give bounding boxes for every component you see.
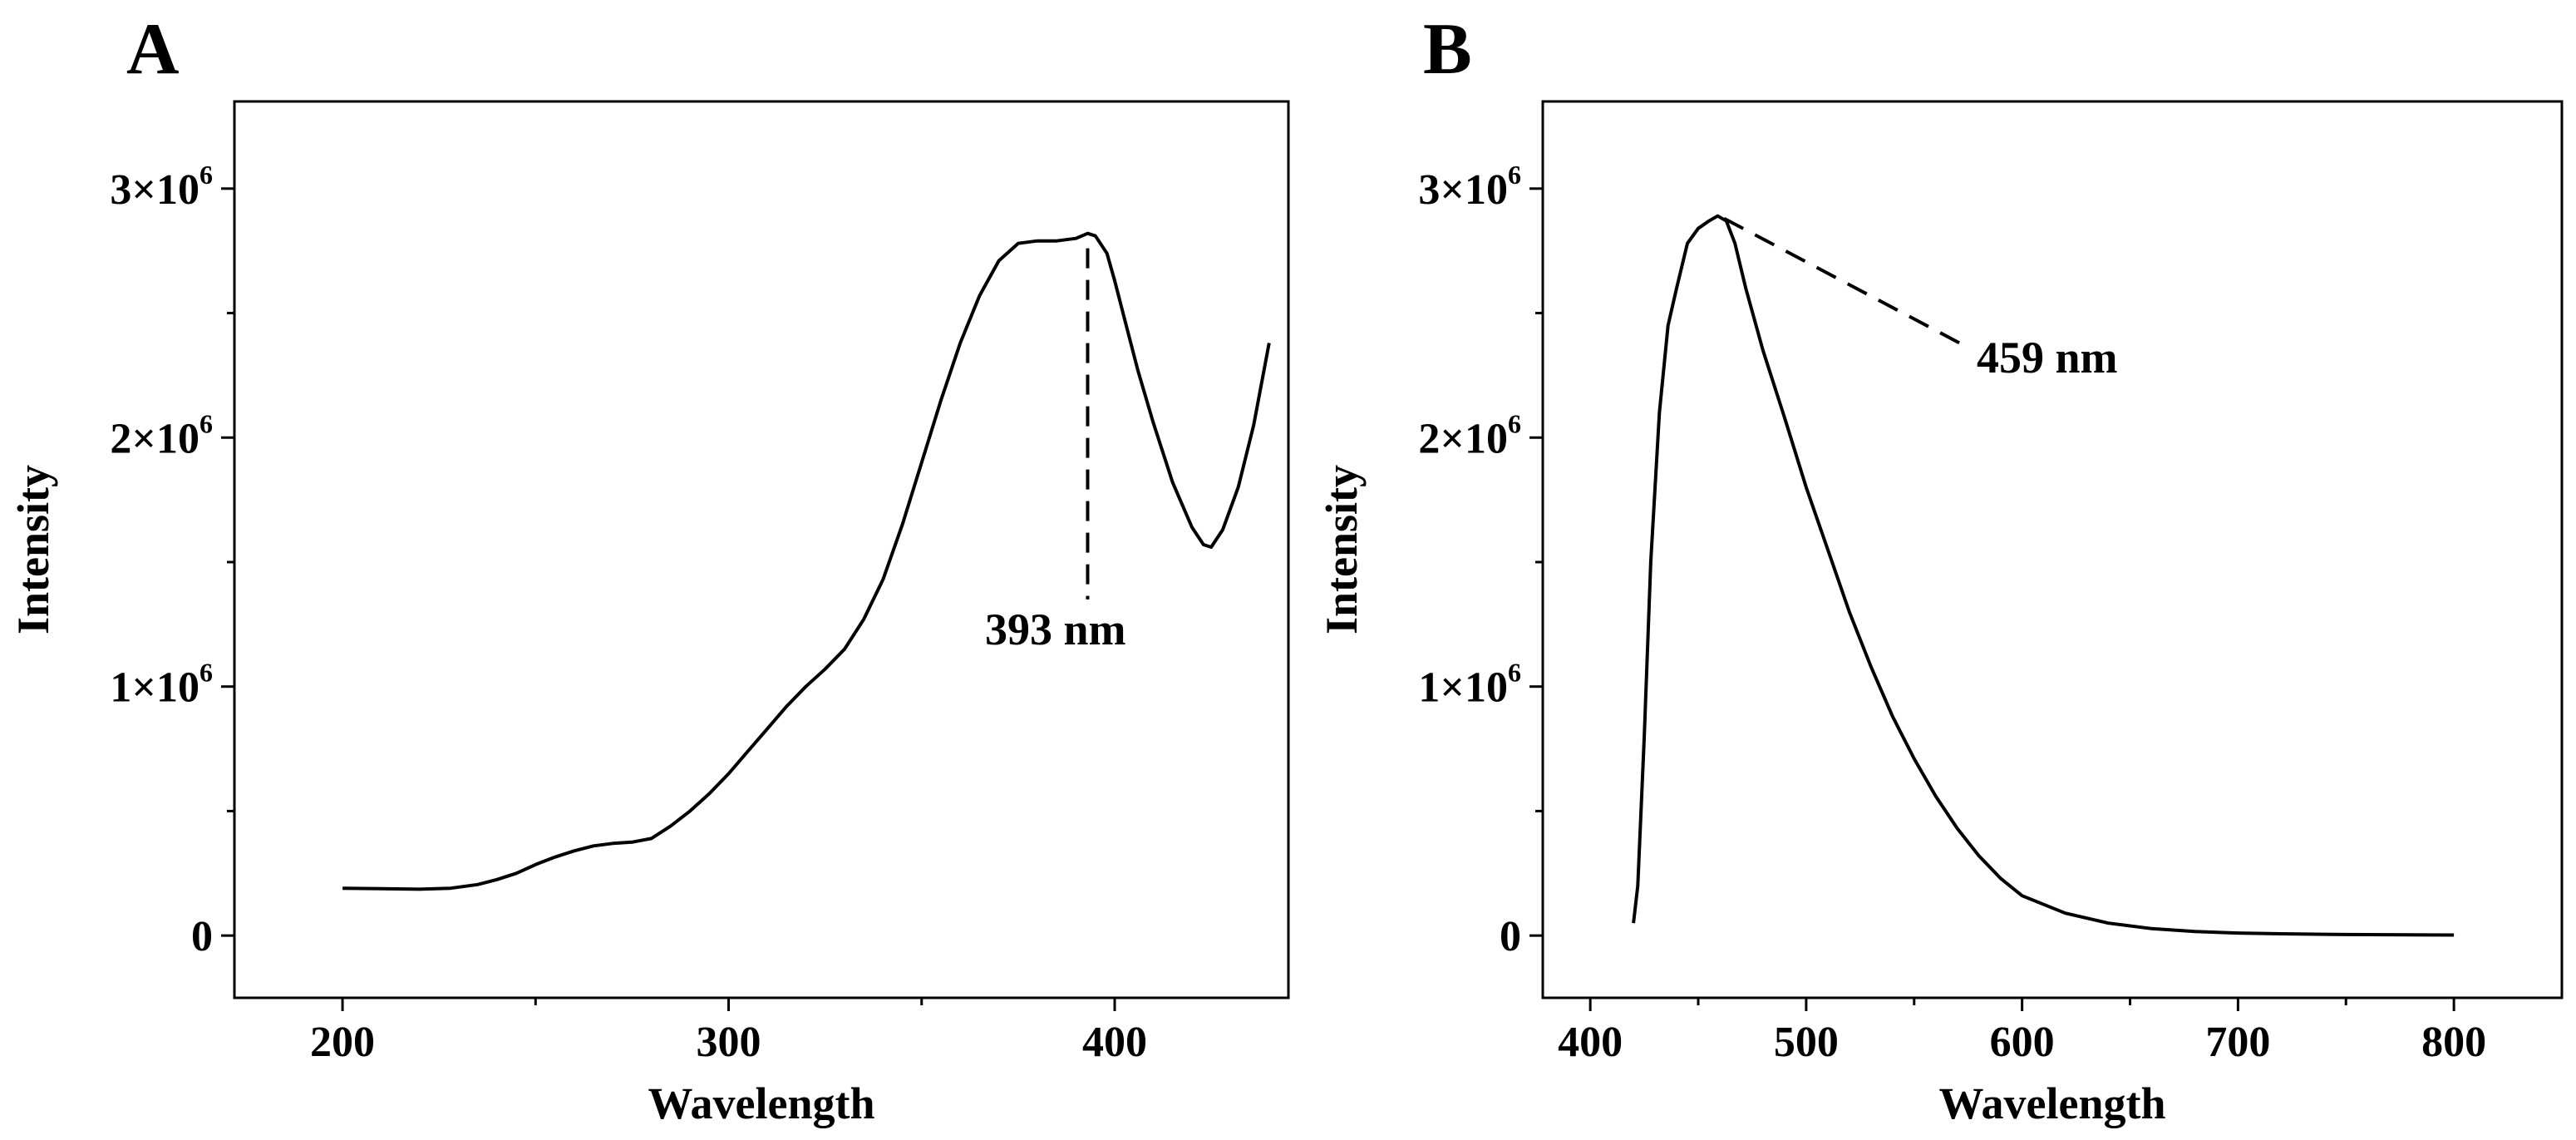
panel-b-y-tick-label: 2×106	[1418, 408, 1521, 462]
panel-a-plot-frame	[233, 100, 1290, 999]
panel-a-y-tick-label: 2×106	[110, 408, 213, 462]
panel-b-y-ticks: 0 1×106 2×106 3×106	[1418, 160, 1543, 960]
panel-a: A 200 300 400 0 1×106 2×106 3×106 393 nm Wave…	[8, 9, 1290, 1128]
panel-b-label: B	[1423, 9, 1472, 90]
panel-a-y-tick-label: 3×106	[110, 160, 213, 214]
panel-b-x-tick-label: 400	[1558, 1019, 1623, 1066]
panel-b-x-tick-label: 600	[1990, 1019, 2055, 1066]
panel-b-x-tick-label: 500	[1774, 1019, 1839, 1066]
panel-b-series-emission	[1632, 214, 2455, 937]
panel-b-y-axis-title: Intensity	[1317, 465, 1367, 634]
panel-b-x-tick-label: 800	[2421, 1019, 2486, 1066]
panel-a-peak-label: 393 nm	[985, 605, 1126, 654]
panel-b-x-axis-title: Wavelength	[1938, 1078, 2165, 1128]
panel-b-y-tick-label: 3×106	[1418, 160, 1521, 214]
panel-b-y-tick-label: 0	[1500, 913, 1521, 960]
panel-a-y-tick-label: 1×106	[110, 658, 213, 712]
panel-b: B 400 500 600 700 800 0 1×106 2×106 3×106 459 n…	[1317, 9, 2564, 1128]
panel-a-x-tick-label: 200	[310, 1019, 375, 1066]
panel-a-x-axis-title: Wavelength	[648, 1078, 874, 1128]
panel-b-x-tick-label: 700	[2205, 1019, 2270, 1066]
panel-a-y-axis-title: Intensity	[8, 465, 58, 634]
panel-a-series-excitation	[342, 231, 1271, 891]
panel-a-label: A	[126, 9, 180, 90]
panel-b-plot-frame	[1541, 100, 2564, 999]
panel-a-x-ticks: 200 300 400	[310, 998, 1147, 1066]
panel-b-x-ticks: 400 500 600 700 800	[1558, 998, 2486, 1066]
panel-b-y-tick-label: 1×106	[1418, 658, 1521, 712]
panel-a-y-ticks: 0 1×106 2×106 3×106	[110, 160, 234, 960]
panel-a-y-tick-label: 0	[191, 913, 213, 960]
panel-a-x-tick-label: 400	[1082, 1019, 1147, 1066]
panel-b-peak-marker	[1723, 216, 1961, 345]
panel-b-peak-label: 459 nm	[1977, 333, 2118, 382]
panel-a-x-tick-label: 300	[697, 1019, 761, 1066]
